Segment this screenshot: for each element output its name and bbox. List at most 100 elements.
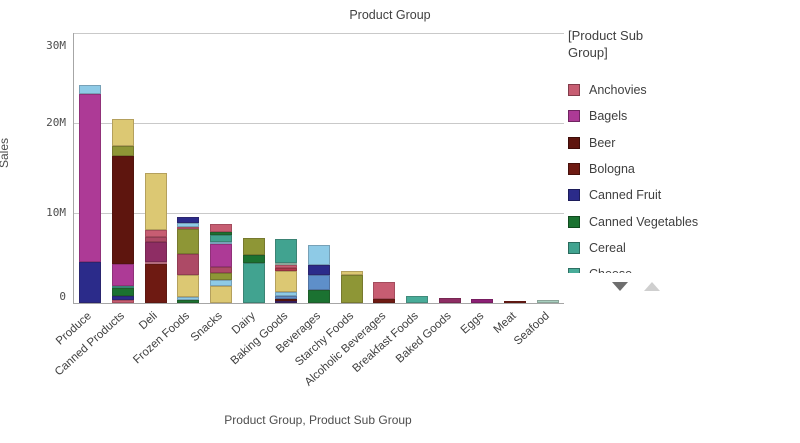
- bar-segment-lightblue[interactable]: [308, 245, 330, 266]
- bar-segment-bologna[interactable]: [504, 300, 526, 303]
- x-axis-title: Product Group, Product Sub Group: [224, 413, 412, 427]
- bar-segment-olive[interactable]: [340, 275, 363, 303]
- bar-segment-paleteal[interactable]: [275, 263, 298, 266]
- bar-canned-products[interactable]: [112, 119, 134, 303]
- bar-segment-khaki[interactable]: [210, 285, 232, 303]
- legend-item-label: Anchovies: [589, 83, 647, 98]
- bar-segment-indigo[interactable]: [112, 295, 134, 300]
- bar-seafood[interactable]: [536, 300, 559, 303]
- bar-segment-purple[interactable]: [471, 298, 494, 303]
- bar-segment-green[interactable]: [242, 255, 265, 264]
- bar-segment-plum[interactable]: [438, 297, 461, 303]
- y-tick-label-10M: 10M: [46, 206, 66, 219]
- bar-beverages[interactable]: [308, 245, 330, 303]
- legend-item-bagels[interactable]: Bagels: [568, 103, 718, 129]
- bar-segment-green[interactable]: [112, 287, 134, 296]
- legend-swatch-teal2: [568, 268, 580, 273]
- legend-swatch-beer: [568, 136, 580, 149]
- bar-segment-steelblue[interactable]: [308, 275, 330, 291]
- bar-segment-indigo[interactable]: [308, 265, 330, 276]
- bar-segment-darkrose[interactable]: [210, 267, 232, 274]
- x-tick-label-eggs[interactable]: Eggs: [458, 310, 487, 337]
- plot-area: [73, 33, 564, 304]
- bar-segment-green[interactable]: [210, 231, 232, 235]
- legend-scroll-up-icon[interactable]: [644, 282, 660, 291]
- bar-segment-khaki[interactable]: [144, 172, 167, 231]
- bar-segment-olive[interactable]: [242, 238, 265, 256]
- legend-item-cereal[interactable]: Cereal: [568, 235, 718, 261]
- bar-segment-rose[interactable]: [275, 265, 298, 268]
- bar-segment-olive[interactable]: [112, 146, 134, 157]
- bar-segment-bologna[interactable]: [373, 298, 396, 303]
- bar-meat[interactable]: [504, 300, 526, 303]
- bar-segment-teal[interactable]: [275, 239, 298, 264]
- bar-segment-paleteal[interactable]: [536, 300, 559, 303]
- bar-segment-rose[interactable]: [144, 230, 167, 238]
- bar-segment-teal2[interactable]: [406, 295, 428, 303]
- bar-dairy[interactable]: [242, 238, 265, 303]
- bar-produce[interactable]: [79, 85, 102, 303]
- y-tick-label-30M: 30M: [46, 39, 66, 52]
- bar-segment-indigo[interactable]: [79, 261, 102, 303]
- bar-segment-darkrose[interactable]: [177, 254, 200, 276]
- bar-segment-magenta[interactable]: [210, 243, 232, 268]
- bar-segment-lightblue[interactable]: [177, 223, 200, 227]
- bar-segment-teal[interactable]: [242, 263, 265, 303]
- bar-segment-green[interactable]: [308, 290, 330, 303]
- legend-item-bologna[interactable]: Bologna: [568, 156, 718, 182]
- legend-scroll-down-icon[interactable]: [612, 282, 628, 291]
- bar-segment-lightblue[interactable]: [275, 292, 298, 296]
- legend-item-cheese[interactable]: Cheese: [568, 261, 718, 273]
- bar-eggs[interactable]: [471, 298, 494, 303]
- bar-segment-rose[interactable]: [210, 223, 232, 232]
- bar-segment-rose[interactable]: [112, 299, 134, 303]
- x-tick-label-meat[interactable]: Meat: [491, 310, 520, 337]
- gridline-20M: [74, 123, 564, 124]
- x-tick-label-dairy[interactable]: Dairy: [229, 310, 258, 337]
- bar-segment-lightblue[interactable]: [210, 241, 232, 244]
- bar-breakfast-foods[interactable]: [406, 295, 428, 303]
- bar-segment-indigo[interactable]: [177, 216, 200, 224]
- x-tick-label-snacks[interactable]: Snacks: [188, 310, 226, 345]
- bar-segment-magenta[interactable]: [112, 264, 134, 287]
- bar-alcoholic-beverages[interactable]: [373, 282, 396, 303]
- legend-item-beer[interactable]: Beer: [568, 130, 718, 156]
- bar-segment-magenta[interactable]: [79, 94, 102, 262]
- bar-segment-plum[interactable]: [144, 241, 167, 262]
- bar-segment-red[interactable]: [275, 267, 298, 271]
- legend-item-canned-fruit[interactable]: Canned Fruit: [568, 182, 718, 208]
- bar-segment-pink[interactable]: [144, 261, 167, 265]
- legend-swatch-bologna: [568, 163, 580, 176]
- bar-starchy-foods[interactable]: [340, 270, 363, 303]
- legend-item-label: Cereal: [589, 240, 626, 255]
- bar-segment-green[interactable]: [177, 299, 200, 303]
- bar-segment-beer[interactable]: [112, 156, 134, 265]
- x-tick-label-seafood[interactable]: Seafood: [511, 310, 552, 348]
- bar-segment-lightblue[interactable]: [79, 85, 102, 95]
- bar-segment-olive[interactable]: [210, 273, 232, 280]
- bar-snacks[interactable]: [210, 223, 232, 303]
- bar-segment-beer[interactable]: [275, 299, 298, 302]
- bar-deli[interactable]: [144, 172, 167, 303]
- bar-segment-lightblue[interactable]: [210, 279, 232, 286]
- legend-item-anchovies[interactable]: Anchovies: [568, 77, 718, 103]
- bar-segment-teal[interactable]: [112, 286, 134, 288]
- bar-segment-khaki[interactable]: [340, 270, 363, 276]
- bar-segment-rose[interactable]: [373, 282, 396, 299]
- legend-item-canned-vegetables[interactable]: Canned Vegetables: [568, 208, 718, 234]
- bar-baking-goods[interactable]: [275, 239, 298, 303]
- bar-baked-goods[interactable]: [438, 297, 461, 303]
- bar-segment-darkrose[interactable]: [144, 237, 167, 242]
- bar-segment-olive[interactable]: [177, 229, 200, 255]
- bar-segment-khaki[interactable]: [177, 275, 200, 297]
- x-tick-label-deli[interactable]: Deli: [136, 310, 160, 333]
- bar-segment-khaki[interactable]: [112, 119, 134, 147]
- bar-segment-teal[interactable]: [210, 234, 232, 242]
- bar-frozen-foods[interactable]: [177, 216, 200, 303]
- bar-segment-lightblue[interactable]: [177, 296, 200, 300]
- bar-segment-khaki[interactable]: [275, 270, 298, 293]
- bar-segment-rose[interactable]: [177, 226, 200, 230]
- bar-segment-darkpurple[interactable]: [275, 301, 298, 303]
- bar-segment-steelblue[interactable]: [275, 295, 298, 300]
- bar-segment-bologna[interactable]: [144, 264, 167, 303]
